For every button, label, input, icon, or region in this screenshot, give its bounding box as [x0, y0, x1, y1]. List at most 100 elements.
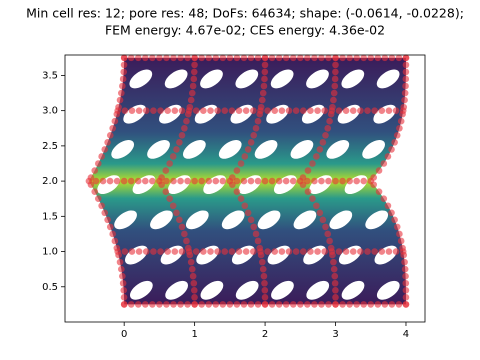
pore [293, 210, 317, 230]
boundary-node [388, 146, 395, 153]
boundary-node [142, 248, 150, 255]
boundary-node [157, 107, 164, 114]
boundary-node [332, 301, 339, 308]
boundary-node [401, 96, 408, 104]
boundary-node [157, 248, 164, 255]
boundary-node [158, 174, 165, 181]
boundary-node [101, 146, 109, 153]
pore [329, 210, 353, 230]
boundary-node [184, 244, 192, 252]
boundary-node [271, 248, 279, 255]
boundary-node [121, 248, 129, 255]
boundary-node [278, 248, 286, 255]
boundary-node [268, 301, 276, 308]
boundary-node [393, 132, 401, 139]
boundary-node [142, 54, 149, 62]
boundary-node [101, 209, 109, 217]
boundary-node [190, 286, 198, 294]
boundary-node [360, 54, 368, 62]
boundary-node [98, 153, 105, 160]
boundary-node [402, 294, 410, 301]
boundary-node [241, 202, 249, 210]
boundary-node [399, 110, 406, 118]
boundary-node [374, 301, 382, 308]
boundary-node [360, 301, 368, 308]
boundary-node [364, 107, 371, 114]
boundary-node [381, 301, 389, 308]
pore [235, 280, 259, 300]
boundary-node [299, 181, 307, 188]
axes-frame [64, 54, 426, 323]
boundary-node [184, 177, 191, 185]
boundary-node [297, 301, 304, 308]
boundary-node [401, 258, 408, 266]
boundary-node [92, 177, 100, 185]
boundary-node [250, 107, 257, 114]
boundary-node [324, 230, 332, 238]
pore [326, 139, 350, 159]
boundary-node [257, 103, 265, 111]
boundary-node [191, 294, 198, 301]
boundary-node [325, 301, 332, 308]
boundary-node [181, 124, 188, 132]
boundary-node [116, 258, 124, 266]
boundary-node [250, 132, 258, 139]
boundary-node [128, 107, 136, 114]
boundary-node [186, 103, 194, 111]
boundary-node [392, 248, 400, 255]
pore [341, 69, 365, 89]
boundary-node [120, 294, 128, 301]
boundary-node [332, 61, 339, 69]
boundary-node [307, 248, 314, 255]
boundary-node [163, 177, 170, 185]
boundary-node [207, 107, 214, 114]
boundary-node [170, 301, 177, 308]
boundary-node [109, 124, 116, 132]
boundary-node [321, 107, 328, 114]
boundary-node [332, 294, 339, 301]
boundary-node [134, 301, 142, 308]
boundary-node [109, 230, 116, 238]
boundary-node [113, 177, 121, 185]
boundary-node [378, 107, 386, 114]
boundary-node [339, 177, 346, 185]
boundary-node [316, 209, 324, 217]
boundary-node [330, 96, 337, 104]
boundary-node [304, 301, 311, 308]
boundary-node [319, 216, 327, 224]
boundary-node [219, 54, 227, 62]
pore [365, 210, 389, 230]
boundary-node [162, 167, 170, 174]
boundary-node [247, 54, 255, 62]
boundary-node [258, 258, 266, 266]
boundary-node [330, 265, 338, 273]
boundary-node [226, 54, 234, 62]
boundary-node [252, 230, 260, 238]
boundary-node [331, 279, 339, 287]
boundary-node [339, 54, 346, 62]
boundary-node [326, 117, 333, 125]
boundary-node [261, 61, 269, 69]
boundary-node [304, 167, 312, 174]
boundary-node [219, 177, 227, 185]
y-tick-label: 1.0 [42, 247, 58, 258]
boundary-node [378, 248, 386, 255]
boundary-node [233, 167, 241, 174]
boundary-node [275, 54, 283, 62]
boundary-node [171, 248, 179, 255]
pore [270, 69, 294, 89]
boundary-node [397, 237, 405, 245]
pore [200, 280, 224, 300]
x-tick-label: 3 [332, 329, 338, 340]
boundary-node [176, 139, 183, 146]
boundary-node [332, 286, 339, 294]
y-tick-label: 3.0 [42, 106, 58, 117]
boundary-node [178, 248, 186, 255]
pore [271, 280, 294, 300]
boundary-node [247, 301, 255, 308]
boundary-node [237, 160, 245, 167]
boundary-node [261, 294, 269, 301]
boundary-node [311, 177, 318, 185]
boundary-node [318, 301, 325, 308]
boundary-node [402, 75, 410, 83]
